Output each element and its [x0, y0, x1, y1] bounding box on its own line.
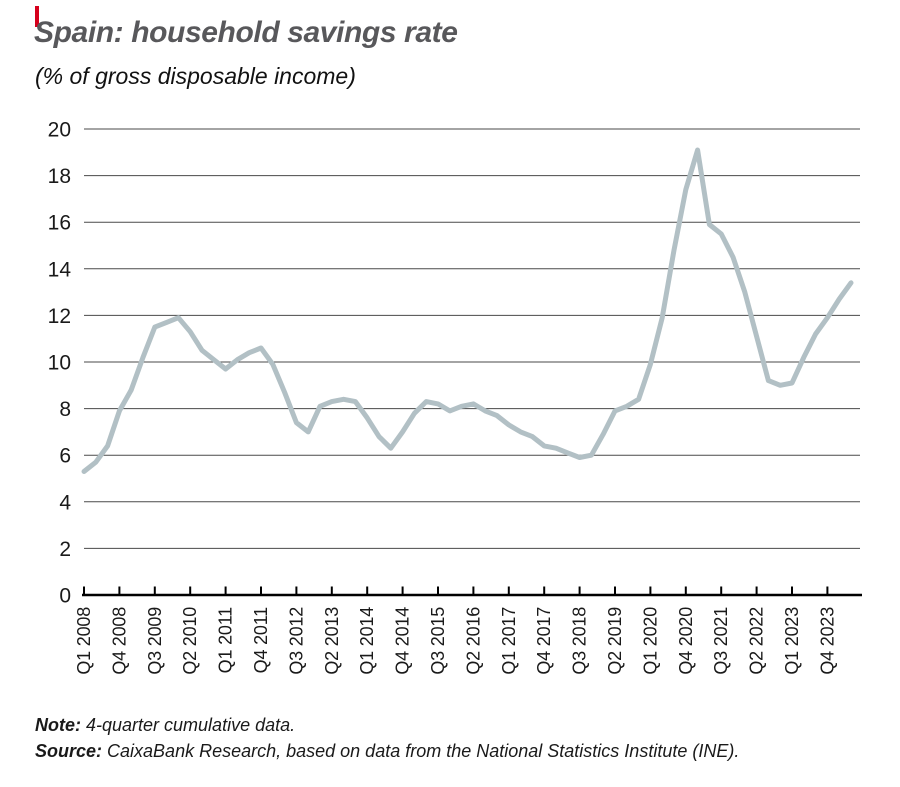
page-subtitle: (% of gross disposable income) [35, 63, 356, 89]
x-axis-label: Q2 2019 [605, 607, 625, 675]
x-axis-label: Q2 2010 [180, 607, 200, 675]
note-label: Note: [35, 715, 81, 735]
x-axis-label: Q1 2014 [357, 607, 377, 675]
x-axis-label: Q2 2013 [322, 607, 342, 675]
source-text: CaixaBank Research, based on data from t… [107, 741, 740, 761]
x-axis-label: Q1 2023 [782, 607, 802, 675]
x-axis-label: Q4 2017 [534, 607, 554, 675]
x-axis-label: Q3 2009 [145, 607, 165, 675]
x-axis-label: Q3 2015 [428, 607, 448, 675]
savings-line-chart: 0 2 4 6 8 10 12 14 16 18 20 Q1 2008 Q4 2008 Q3 2009 Q2… [48, 119, 862, 675]
y-axis-label: 2 [59, 538, 71, 561]
x-axis-label: Q4 2014 [393, 607, 413, 675]
y-axis-label: 14 [48, 258, 72, 281]
y-axis-label: 20 [48, 119, 71, 142]
chart-footer: Note: 4-quarter cumulative data. Source: C… [35, 712, 739, 764]
x-axis-label: Q1 2020 [640, 607, 660, 675]
y-axis-label: 8 [59, 398, 71, 421]
x-axis-label: Q1 2017 [499, 607, 519, 675]
note-line: Note: 4-quarter cumulative data. [35, 712, 739, 738]
chart-area: 0 2 4 6 8 10 12 14 16 18 20 Q1 2008 Q4 2008 Q3 2009 Q2… [0, 108, 900, 708]
x-axis-label: Q2 2022 [747, 607, 767, 675]
x-axis-label: Q1 2008 [74, 607, 94, 675]
y-axis-label: 6 [59, 445, 71, 468]
savings-rate-line [81, 147, 854, 474]
x-axis-label: Q3 2012 [286, 607, 306, 675]
x-axis-label: Q2 2016 [463, 607, 483, 675]
note-text: 4-quarter cumulative data. [86, 715, 296, 735]
x-axis-label: Q4 2020 [676, 607, 696, 675]
x-axis-label: Q4 2023 [817, 607, 837, 675]
source-line: Source: CaixaBank Research, based on data… [35, 738, 739, 764]
y-axis-label: 0 [59, 585, 71, 608]
accent-bar [35, 6, 39, 27]
y-axis-label: 18 [48, 165, 71, 188]
y-axis-label: 10 [48, 352, 71, 375]
y-axis-label: 4 [59, 491, 71, 514]
x-axis-label: Q4 2008 [109, 607, 129, 675]
x-axis-label: Q3 2021 [711, 607, 731, 675]
page-title: Spain: household savings rate [34, 16, 458, 49]
y-axis-label: 16 [48, 212, 71, 235]
x-axis-label: Q4 2011 [251, 607, 271, 674]
x-axis-label: Q3 2018 [570, 607, 590, 675]
x-axis-label: Q1 2011 [216, 607, 236, 674]
source-label: Source: [35, 741, 103, 761]
y-axis-label: 12 [48, 305, 71, 328]
